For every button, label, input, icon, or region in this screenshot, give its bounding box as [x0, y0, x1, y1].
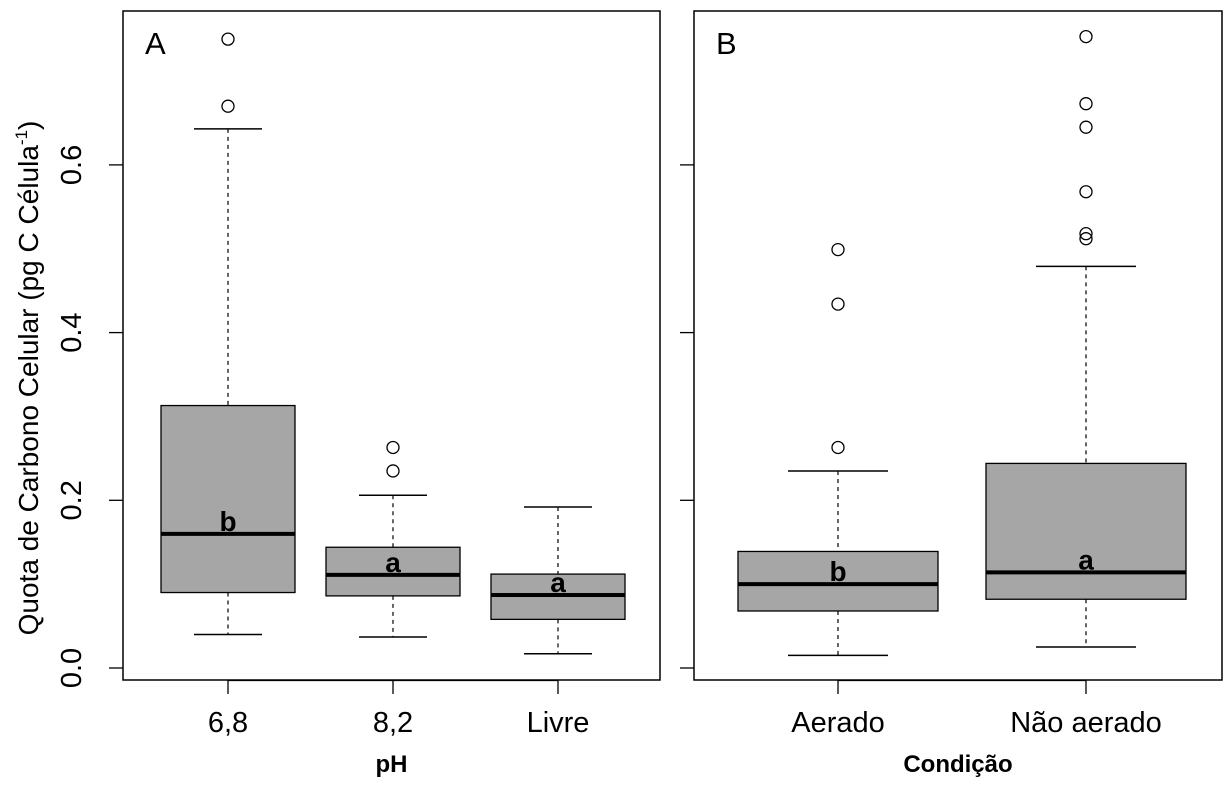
outlier-point — [1079, 185, 1093, 199]
box-n-o-aerado: a — [985, 29, 1187, 648]
x-tick-label: Não aerado — [1010, 707, 1162, 739]
panel-b: Bb Aerado a Não aerado Condição — [680, 10, 1223, 778]
group-letter: a — [550, 567, 566, 598]
group-letter: a — [385, 547, 401, 578]
outlier-point — [386, 464, 400, 478]
outlier-point — [221, 32, 235, 46]
outlier-point — [831, 297, 845, 311]
x-tick-label: 8,2 — [373, 707, 413, 739]
group-letter: b — [829, 556, 846, 587]
outlier-point — [1079, 120, 1093, 134]
iqr-box — [985, 462, 1187, 600]
iqr-box — [737, 550, 939, 612]
outlier-point — [1079, 29, 1093, 44]
box-aerado: b — [737, 242, 939, 657]
x-tick-label: 6,8 — [208, 707, 248, 739]
iqr-box — [160, 404, 296, 594]
y-tick-label: 0.0 — [56, 648, 88, 688]
x-tick-label: Aerado — [791, 707, 885, 739]
outlier-point — [386, 440, 400, 455]
y-axis-title: Quota de Carbono Celular (pg C Célula-1) — [12, 121, 44, 636]
box-livre: a — [490, 506, 626, 655]
y-axis-title-close: ) — [13, 121, 44, 130]
outlier-point — [1079, 97, 1093, 111]
panels: A 0.0 0.2 0.4 0.6 b 6,8 a 8,2 a Livre pH Bb Aerado a Nã… — [56, 10, 1223, 778]
x-axis-title: pH — [376, 751, 408, 778]
outlier-point — [1079, 232, 1093, 246]
y-tick-label: 0.6 — [56, 145, 88, 185]
group-letter: b — [219, 506, 236, 537]
x-tick-label: Livre — [527, 707, 590, 739]
outlier-point — [831, 242, 845, 257]
panel-label: B — [716, 26, 737, 61]
outlier-point — [221, 99, 235, 113]
y-axis-title-text: Quota de Carbono Celular (pg C Célula-1) — [12, 121, 44, 636]
y-tick-label: 0.2 — [56, 480, 88, 520]
panel-label: A — [145, 26, 166, 61]
x-axis-title: Condição — [903, 751, 1012, 778]
group-letter: a — [1078, 544, 1094, 575]
box-6-8: b — [160, 32, 296, 636]
box-8-2: a — [325, 440, 461, 638]
panel-a: A 0.0 0.2 0.4 0.6 b 6,8 a 8,2 a Livre pH — [56, 10, 661, 778]
iqr-box — [325, 546, 461, 597]
y-axis-title-main: Quota de Carbono Celular (pg C Célula — [13, 145, 44, 636]
outlier-point — [1079, 227, 1093, 241]
y-axis-title-superscript: -1 — [12, 130, 31, 145]
y-tick-label: 0.4 — [56, 312, 88, 352]
outlier-point — [831, 440, 845, 455]
